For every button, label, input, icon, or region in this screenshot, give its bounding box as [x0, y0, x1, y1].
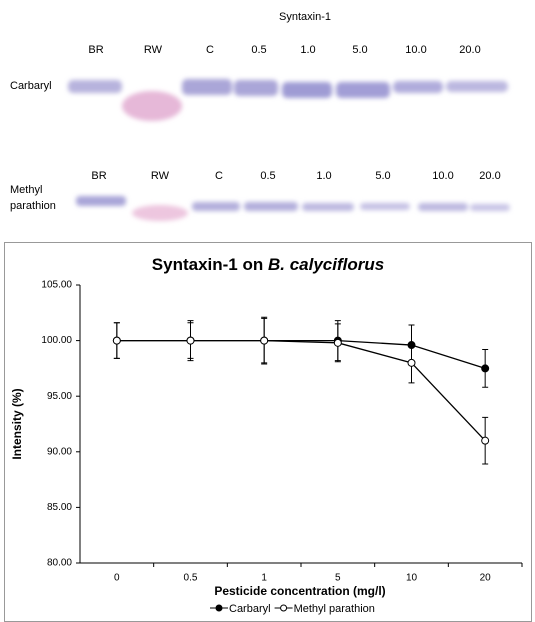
- y-tick-label: 105.00: [41, 280, 72, 291]
- y-axis-title: Intensity (%): [10, 388, 24, 459]
- lane-label: 0.5: [251, 44, 266, 56]
- lane-label: 5.0: [352, 44, 367, 56]
- lane-label: 10.0: [432, 170, 453, 182]
- row-label: parathion: [10, 200, 56, 212]
- lane-label: 10.0: [405, 44, 426, 56]
- band: [132, 205, 188, 221]
- marker: [113, 337, 120, 344]
- band: [470, 204, 510, 211]
- band: [360, 203, 410, 210]
- marker: [408, 342, 415, 349]
- lane-label: C: [215, 170, 223, 182]
- band: [336, 82, 390, 98]
- lane-label: 20.0: [459, 44, 480, 56]
- y-tick-label: 90.00: [47, 446, 72, 457]
- band: [302, 203, 354, 211]
- band: [122, 91, 182, 121]
- lane-label: BR: [88, 44, 103, 56]
- band: [244, 202, 298, 211]
- series-line: [117, 341, 485, 441]
- chart-title: Syntaxin-1 on B. calyciflorus: [152, 255, 384, 274]
- x-tick-label: 1: [261, 573, 267, 584]
- marker: [408, 359, 415, 366]
- band: [418, 203, 468, 211]
- lane-label: RW: [151, 170, 170, 182]
- figure: Syntaxin-1 Carbaryl Methyl parathion Syn…: [0, 0, 535, 622]
- marker: [482, 365, 489, 372]
- lane-label: 1.0: [316, 170, 331, 182]
- marker: [261, 337, 268, 344]
- title-text: Syntaxin-1 on: [152, 255, 263, 274]
- x-axis-title: Pesticide concentration (mg/l): [214, 584, 385, 598]
- band: [393, 81, 443, 93]
- bands: [68, 79, 510, 221]
- band: [192, 202, 240, 211]
- row-label: Carbaryl: [10, 80, 52, 92]
- lane-label: BR: [91, 170, 106, 182]
- lane-label: 1.0: [300, 44, 315, 56]
- marker: [482, 437, 489, 444]
- lane-label: 20.0: [479, 170, 500, 182]
- legend-label: Carbaryl: [229, 603, 271, 615]
- band: [234, 80, 278, 96]
- chart-frame: [5, 243, 532, 622]
- band: [182, 79, 232, 95]
- lane-label: 5.0: [375, 170, 390, 182]
- page: {"blot": {"title": "Syntaxin-1", "lanes_…: [0, 0, 535, 622]
- x-tick-label: 0: [114, 573, 120, 584]
- x-tick-label: 10: [406, 573, 418, 584]
- lane-label: C: [206, 44, 214, 56]
- x-tick-label: 0.5: [184, 573, 198, 584]
- title-italic: B. calyciflorus: [268, 255, 384, 274]
- y-tick-label: 85.00: [47, 502, 72, 513]
- blot: Syntaxin-1 Carbaryl Methyl parathion: [10, 11, 510, 221]
- band: [282, 82, 332, 98]
- legend-marker: [281, 605, 287, 611]
- band: [446, 81, 508, 92]
- legend-marker: [216, 605, 222, 611]
- lane-label: RW: [144, 44, 163, 56]
- y-tick-label: 95.00: [47, 391, 72, 402]
- legend-label: Methyl parathion: [294, 603, 375, 615]
- x-tick-label: 20: [480, 573, 492, 584]
- band: [76, 196, 126, 206]
- marker: [334, 339, 341, 346]
- marker: [187, 337, 194, 344]
- lane-label: 0.5: [260, 170, 275, 182]
- row-label: Methyl: [10, 184, 42, 196]
- x-tick-label: 5: [335, 573, 341, 584]
- blot-title: Syntaxin-1: [279, 11, 331, 23]
- y-tick-label: 80.00: [47, 558, 72, 569]
- band: [68, 80, 122, 93]
- y-tick-label: 100.00: [41, 335, 72, 346]
- series-line: [117, 341, 485, 369]
